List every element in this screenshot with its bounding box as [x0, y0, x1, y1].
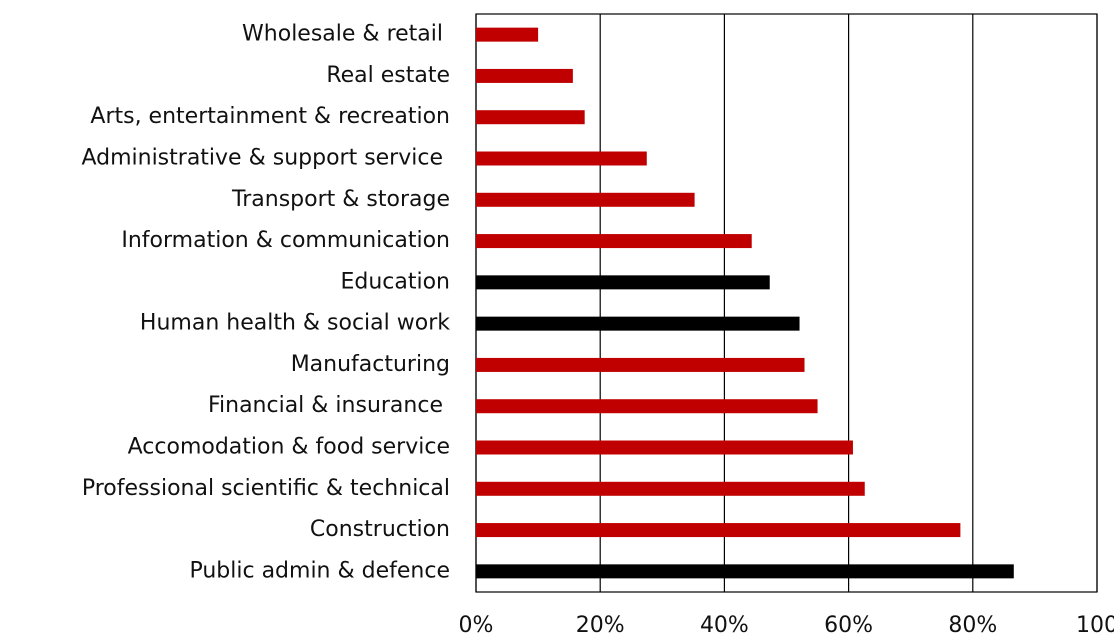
bar — [476, 27, 539, 42]
bar — [476, 440, 853, 455]
bar — [476, 234, 752, 249]
bar — [476, 399, 818, 414]
bar — [476, 481, 865, 496]
bar — [476, 192, 695, 207]
plot-frame — [475, 13, 1098, 593]
y-tick-label: Manufacturing — [291, 352, 450, 377]
x-tick-label: 100 — [1076, 613, 1114, 634]
bar — [476, 523, 961, 538]
y-tick-label: Human health & social work — [140, 311, 450, 336]
x-tick-label: 60% — [824, 613, 873, 634]
y-tick-label: Education — [340, 269, 450, 294]
y-tick-label: Administrative & support service — [81, 146, 450, 171]
y-tick-label: Transport & storage — [231, 187, 450, 212]
y-tick-label: Public admin & defence — [189, 558, 450, 583]
bar — [476, 110, 585, 125]
x-tick-label: 80% — [948, 613, 997, 634]
y-tick-label: Arts, entertainment & recreation — [90, 104, 450, 129]
y-tick-label: Accomodation & food service — [128, 435, 450, 460]
bar — [476, 68, 573, 83]
y-tick-label: Professional scientific & technical — [82, 476, 450, 501]
y-tick-label: Construction — [310, 517, 450, 542]
y-tick-label: Information & communication — [121, 228, 450, 253]
bar — [476, 564, 1014, 579]
x-tick-label: 40% — [700, 613, 749, 634]
y-tick-label: Real estate — [326, 63, 450, 88]
y-tick-label: Financial & insurance — [208, 393, 450, 418]
bar — [476, 316, 800, 331]
y-tick-label: Wholesale & retail — [242, 22, 450, 47]
x-tick-label: 20% — [576, 613, 625, 634]
bar — [476, 151, 647, 166]
bar — [476, 357, 805, 372]
bar — [476, 275, 770, 290]
x-tick-label: 0% — [459, 613, 494, 634]
